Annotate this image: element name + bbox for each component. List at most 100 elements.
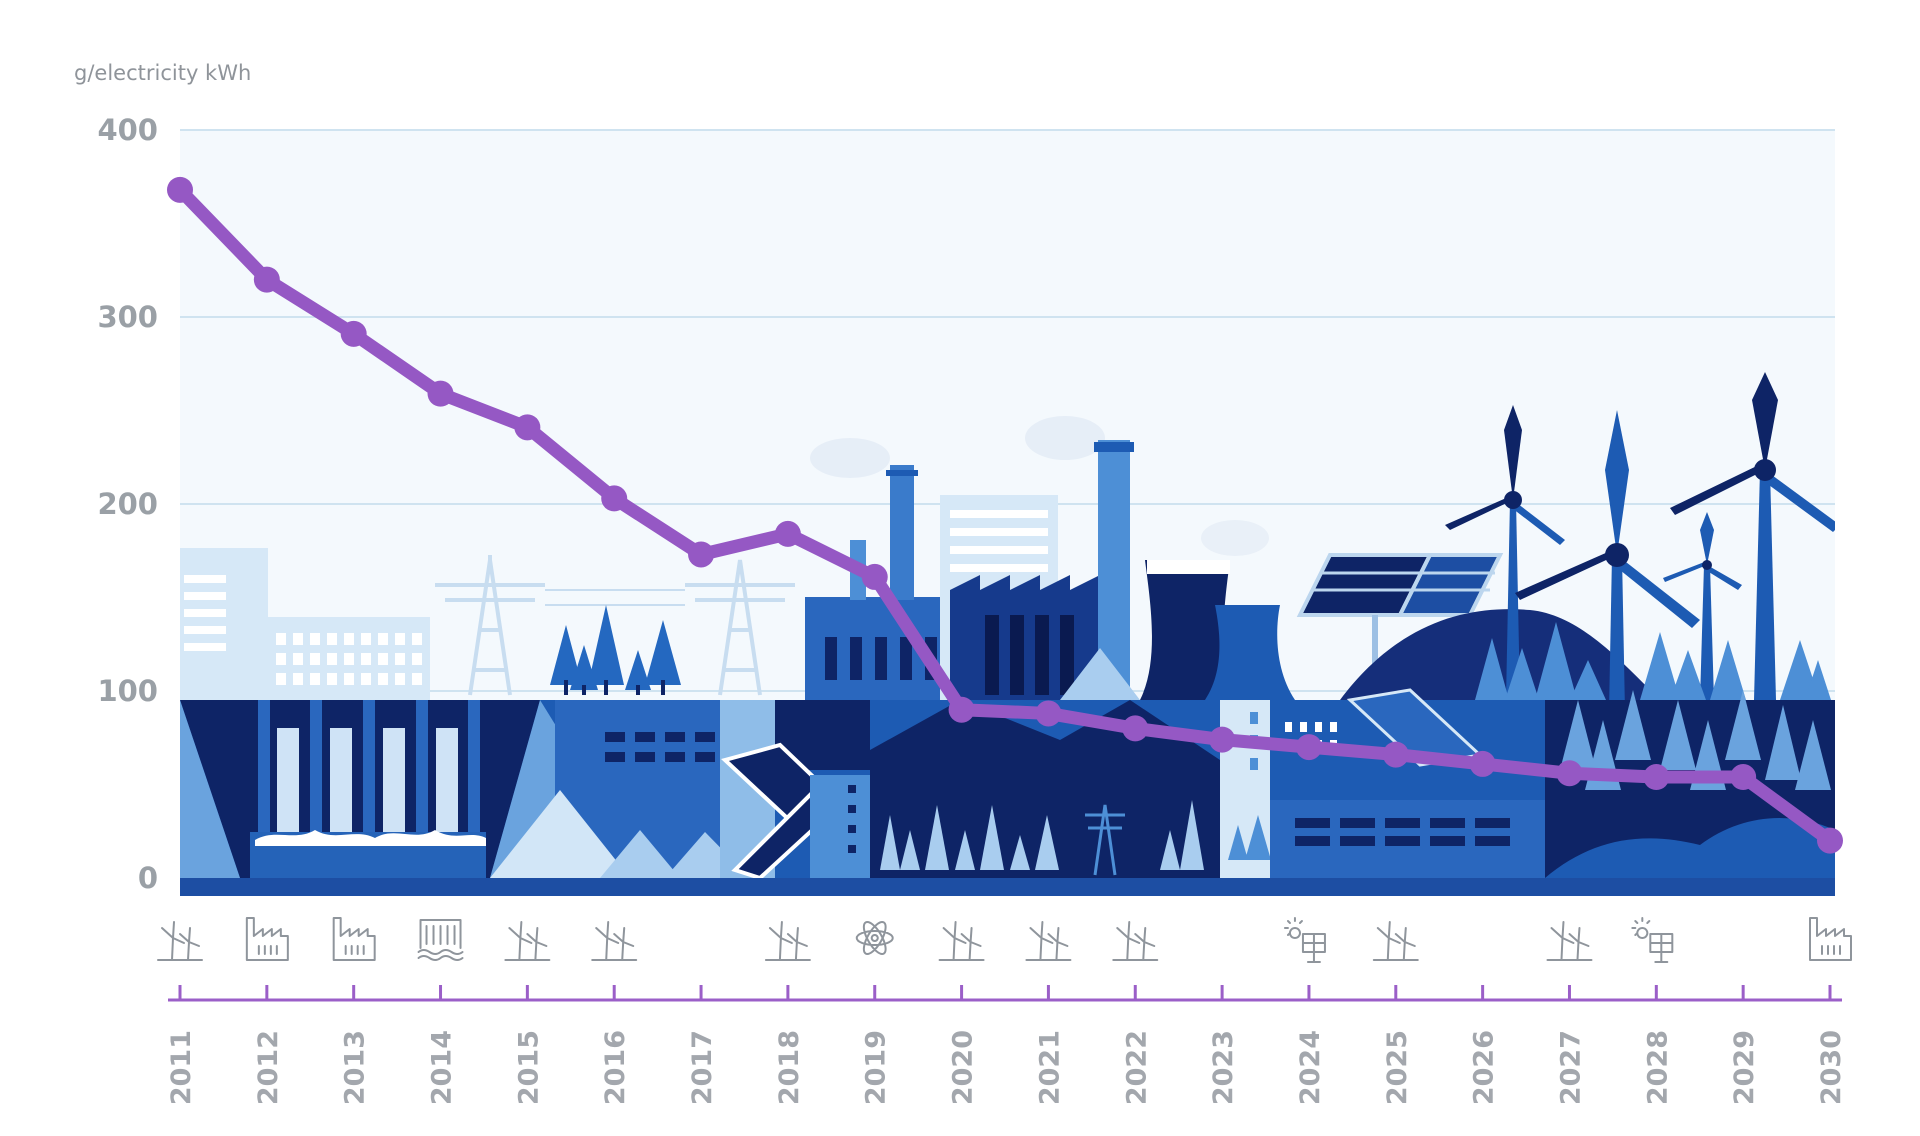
- wind-turbine-icon: [591, 921, 638, 961]
- trees: [1228, 825, 1248, 860]
- energy-landscape-illustration: [180, 372, 1835, 896]
- building-windows: [276, 633, 422, 685]
- y-axis-unit-label: g/electricity kWh: [74, 61, 251, 85]
- data-point: [253, 266, 280, 293]
- x-tick-label: 2013: [340, 1030, 371, 1105]
- data-point: [1382, 741, 1409, 768]
- wind-turbine-icon: [1372, 921, 1419, 961]
- wind-turbine-icon: [1025, 921, 1072, 961]
- solar-panel-array: [1296, 553, 1504, 700]
- data-point: [167, 176, 193, 203]
- x-tick-label: 2014: [427, 1030, 458, 1105]
- x-tick-label: 2021: [1034, 1030, 1065, 1105]
- building: [810, 775, 870, 878]
- tall-chimney-cap: [1094, 442, 1134, 452]
- chimney: [890, 465, 914, 600]
- factory-icon: [332, 917, 376, 961]
- x-tick-label: 2029: [1729, 1030, 1760, 1105]
- data-point: [1817, 827, 1843, 854]
- wind-turbine-icon: [938, 921, 985, 961]
- series-line: [173, 183, 1837, 848]
- tree-group: [550, 605, 681, 690]
- y-tick-label: 200: [97, 487, 158, 521]
- x-tick-label: 2025: [1382, 1030, 1413, 1105]
- x-tick-label: 2015: [513, 1030, 544, 1105]
- data-point: [948, 696, 975, 723]
- wind-turbine: [1663, 512, 1742, 700]
- data-point: [1730, 764, 1757, 791]
- hydro-plant-icon: [417, 919, 464, 961]
- data-point: [688, 541, 715, 568]
- dam-side: [180, 700, 240, 878]
- power-pylon: [435, 555, 545, 696]
- cooling-tower: [1140, 560, 1240, 700]
- x-tick-label: 2022: [1121, 1030, 1152, 1105]
- data-point: [774, 520, 801, 547]
- tree-trunks: [564, 680, 665, 695]
- building-windows: [184, 575, 226, 651]
- office-windows: [950, 510, 1048, 572]
- hill: [1340, 609, 1660, 700]
- cloud: [1025, 416, 1105, 460]
- x-tick-label: 2012: [253, 1030, 284, 1105]
- x-tick-label: 2026: [1469, 1030, 1500, 1105]
- event-icons: [157, 917, 1852, 963]
- hill: [1060, 648, 1140, 700]
- solar-panel-icon: [1283, 917, 1326, 963]
- y-tick-label: 0: [138, 861, 158, 895]
- sawtooth-windows: [985, 615, 1074, 695]
- wind-turbine: [1670, 372, 1835, 700]
- dam-spillways: [277, 728, 458, 838]
- x-tick-label: 2017: [687, 1030, 718, 1105]
- x-tick-label: 2028: [1642, 1030, 1673, 1105]
- wind-turbine: [1445, 405, 1565, 700]
- cooling-tower: [1205, 605, 1295, 700]
- chimney-cap: [886, 470, 918, 476]
- atom-icon: [855, 921, 894, 955]
- x-tick-label: 2020: [948, 1030, 979, 1105]
- hill: [490, 790, 630, 878]
- x-tick-label: 2018: [774, 1030, 805, 1105]
- data-point: [1295, 734, 1322, 761]
- x-tick-label: 2016: [600, 1030, 631, 1105]
- y-axis-ticks: 0 100 200 300 400: [97, 113, 158, 895]
- power-pylon: [685, 559, 795, 696]
- warehouse-windows: [1295, 818, 1510, 846]
- power-pylon: [1085, 804, 1125, 876]
- building-windows: [605, 732, 715, 762]
- hill: [600, 830, 680, 878]
- trees: [1245, 815, 1271, 860]
- factory-icon: [1809, 917, 1852, 961]
- data-point: [1209, 726, 1236, 753]
- x-tick-label: 2030: [1816, 1030, 1847, 1105]
- x-tick-label: 2019: [861, 1030, 892, 1105]
- x-axis-ticks: 2011 2012 2013 2014 2015 2016 2017 2018 2019 2020…: [166, 985, 1847, 1105]
- data-point: [1035, 700, 1062, 727]
- solar-panel-icon: [1631, 917, 1674, 963]
- factory-icon: [245, 917, 289, 961]
- data-points: [167, 176, 1843, 854]
- x-tick-label: 2027: [1555, 1030, 1586, 1105]
- forest: [880, 800, 1204, 870]
- cloud: [810, 438, 890, 478]
- data-point: [427, 380, 454, 407]
- data-point: [1556, 760, 1583, 787]
- dam-pillars: [258, 700, 480, 840]
- data-point: [861, 563, 888, 590]
- x-tick-label: 2011: [166, 1030, 197, 1105]
- data-point: [514, 414, 541, 441]
- data-point: [1469, 750, 1496, 777]
- hills: [1545, 818, 1835, 878]
- ground-strip: [180, 878, 1835, 896]
- y-tick-label: 300: [97, 300, 158, 334]
- building: [180, 548, 268, 700]
- cooling-tower-band: [1147, 560, 1230, 574]
- x-tick-label: 2023: [1208, 1030, 1239, 1105]
- wind-turbine-icon: [157, 921, 203, 961]
- cloud: [1201, 520, 1269, 556]
- data-point: [340, 320, 367, 347]
- y-tick-label: 400: [97, 113, 158, 147]
- wind-turbine-icon: [1112, 921, 1159, 961]
- forest: [1475, 622, 1831, 700]
